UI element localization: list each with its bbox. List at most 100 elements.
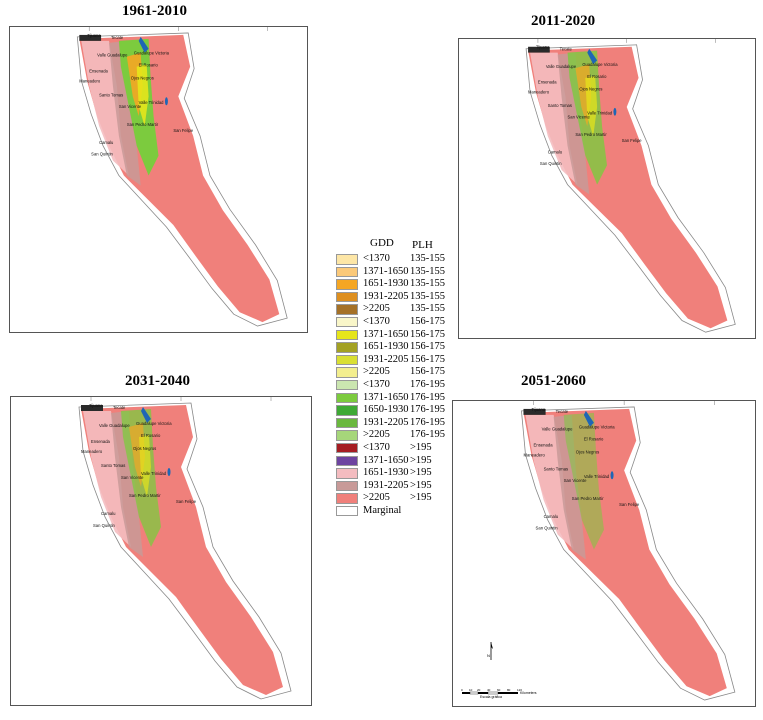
peninsula-outline	[76, 32, 288, 327]
legend-row: 1931-2205 176-195	[336, 417, 448, 430]
place-label: Tecate	[113, 405, 126, 410]
place-label: Guadalupe Victoria	[579, 425, 616, 430]
place-label: Guadalupe Victoria	[134, 51, 170, 56]
place-label: Tijuana	[89, 403, 103, 408]
peninsula-outline	[525, 44, 736, 333]
legend-header: GDD PLH	[336, 233, 448, 253]
panel-title-2051-2060: 2051-2060	[521, 373, 586, 389]
legend-swatch	[336, 254, 358, 265]
map-1961-2010: Tijuana Tecate Valle Guadalupe Guadalupe Vi…	[9, 26, 308, 333]
legend-row: 1931-2205 >195	[336, 480, 448, 493]
legend-gdd-label: 1931-2205	[363, 416, 409, 428]
legend-plh-label: 176-195	[410, 404, 445, 416]
vineyard-zone-green	[563, 412, 604, 550]
vineyard-zone-yellow	[585, 75, 598, 137]
legend-row: Marginal	[336, 505, 448, 518]
place-label: Tecate	[556, 409, 569, 414]
legend-row: >2205 >195	[336, 492, 448, 505]
pale-zone	[83, 411, 131, 547]
legend-plh-label: 135-155	[410, 265, 445, 277]
place-label: Maneadero	[81, 449, 103, 454]
place-label: Guadalupe Victoria	[582, 62, 618, 67]
place-label: El Rosario	[584, 437, 604, 442]
vineyard-zone-yellow	[139, 435, 151, 497]
legend-swatch	[336, 392, 358, 404]
mauve-zone	[553, 414, 586, 560]
place-label: Ojos Negros	[576, 450, 599, 455]
place-label: Ensenada	[91, 439, 111, 444]
legend-gdd-label: Marginal	[363, 504, 402, 516]
peninsula-outline	[78, 402, 292, 700]
legend-plh-label: 156-175	[410, 366, 445, 378]
place-label: San Quintin	[91, 152, 113, 157]
water-body	[613, 107, 617, 116]
legend-gdd-label: >2205	[363, 492, 390, 504]
place-label: El Rosario	[139, 63, 159, 68]
mauve-zone	[557, 52, 590, 195]
legend-plh-label: >195	[410, 454, 432, 466]
legend-gdd-label: 1651-1930	[363, 467, 409, 479]
urban-area	[523, 408, 546, 415]
place-label: Maneadero	[79, 78, 101, 83]
water-body	[141, 407, 151, 423]
legend-plh-label: 135-155	[410, 278, 445, 290]
legend-swatch	[336, 468, 358, 479]
legend-gdd-label: 1651-1930	[363, 341, 409, 353]
legend-plh-label: 176-195	[410, 416, 445, 428]
pale-zone	[525, 414, 574, 550]
place-label: San Pedro Martir	[572, 496, 605, 501]
scale-tick-label: 0	[461, 688, 463, 692]
legend-plh-label: 156-175	[410, 328, 445, 340]
vineyard-zone-yellow	[136, 64, 149, 127]
place-label: Tijuana	[87, 33, 101, 38]
place-label: San Pedro Martir	[127, 122, 159, 127]
legend-plh-label: >195	[410, 467, 432, 479]
legend-gdd-label: >2205	[363, 429, 390, 441]
legend-row: <1370 156-175	[336, 316, 448, 329]
place-label: Guadalupe Victoria	[136, 421, 172, 426]
peninsula-outline	[521, 406, 736, 701]
legend-gdd-label: 1371-1650	[363, 265, 409, 277]
legend-row: 1651-1930 >195	[336, 467, 448, 480]
scale-bar: Kilometers Escala gráfica 0 10 20 40 60 80 120	[460, 688, 540, 712]
legend-swatch	[336, 417, 358, 429]
legend-swatch	[336, 304, 358, 315]
place-label: Valle Trinidad	[139, 100, 164, 105]
place-label: San Quintin	[93, 523, 116, 528]
place-label: Camalu	[548, 150, 563, 155]
legend-row: 1371-1650 135-155	[336, 266, 448, 279]
place-label: San Quintin	[536, 526, 559, 531]
legend-gdd-label: 1371-1650	[363, 454, 409, 466]
urban-area	[81, 405, 103, 411]
legend-plh-label: 176-195	[410, 429, 445, 441]
water-body	[587, 48, 598, 65]
legend-swatch	[336, 279, 358, 290]
legend-gdd-label: 1931-2205	[363, 479, 409, 491]
legend-row: >2205 135-155	[336, 303, 448, 316]
place-label: Valle Trinidad	[584, 474, 610, 479]
place-label: El Rosario	[587, 74, 607, 79]
scale-tick-label: 20	[477, 688, 481, 692]
place-label: Ojos Negros	[579, 86, 602, 91]
place-label: Valle Guadalupe	[542, 427, 574, 432]
place-label: Ensenada	[89, 69, 108, 74]
place-label: Ensenada	[534, 443, 554, 448]
legend-row: 1371-1650 176-195	[336, 392, 448, 405]
legend-header-gdd: GDD	[370, 237, 394, 249]
place-label: Camalu	[544, 514, 559, 519]
place-label: San Felipe	[173, 128, 193, 133]
place-label: Santo Tomas	[544, 466, 569, 471]
legend-swatch	[336, 405, 358, 416]
legend-row: 1371-1650 >195	[336, 455, 448, 468]
panel-title-2031-2040: 2031-2040	[125, 373, 190, 389]
place-label: San Vicente	[568, 115, 591, 120]
legend-swatch	[336, 342, 358, 353]
legend-row: >2205 176-195	[336, 429, 448, 442]
legend-swatch	[336, 367, 358, 378]
place-label: Tecate	[111, 35, 124, 40]
legend-header-plh: PLH	[412, 239, 433, 251]
mauve-zone	[111, 411, 143, 557]
place-label: Valle Trinidad	[587, 111, 613, 116]
water-body	[138, 36, 149, 53]
legend-swatch	[336, 493, 358, 504]
